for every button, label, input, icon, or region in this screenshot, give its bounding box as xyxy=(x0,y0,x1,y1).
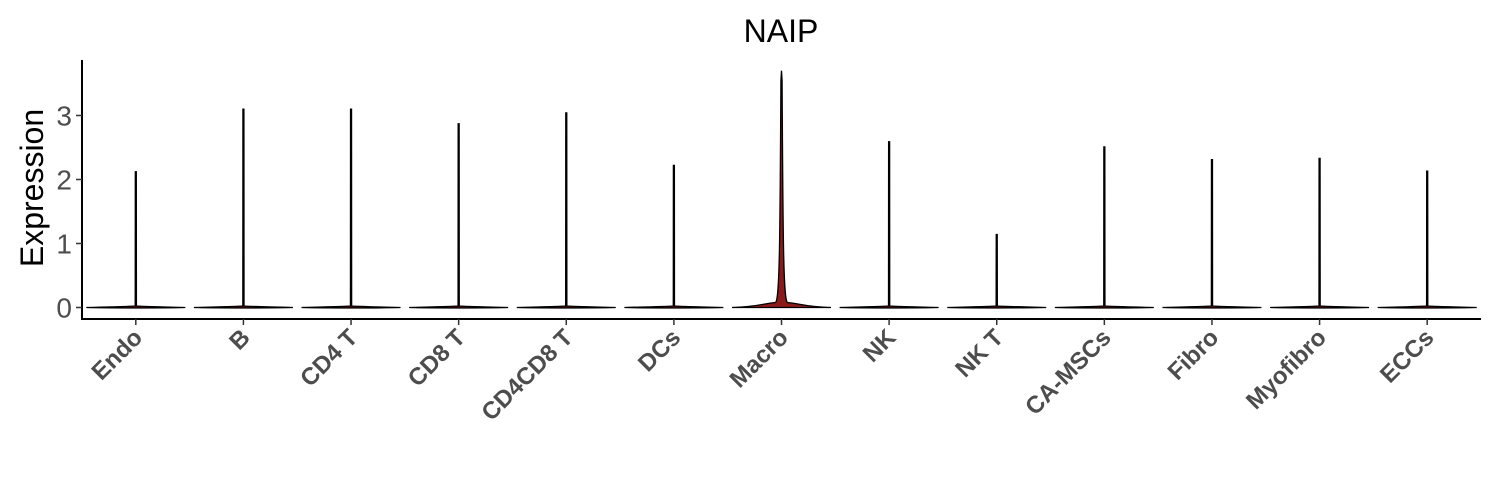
violin-layer xyxy=(86,70,1477,309)
y-ticks: 0 1 2 3 xyxy=(56,101,82,324)
x-tick-label: Fibro xyxy=(1163,324,1225,386)
y-tick-label: 0 xyxy=(56,293,72,324)
violin-fibro xyxy=(1162,159,1262,309)
violin-endo xyxy=(86,171,186,309)
x-tick-label: B xyxy=(224,324,255,355)
x-tick-label: CD4CD8 T xyxy=(476,324,578,426)
x-tick-label: Myofibro xyxy=(1241,324,1332,415)
x-tick-label: DCs xyxy=(633,324,686,377)
violin-cd4cd8-t xyxy=(516,112,616,309)
x-tick-label: NK T xyxy=(950,324,1009,383)
x-tick-label: Macro xyxy=(725,324,794,393)
x-tick-label: CA-MSCs xyxy=(1020,324,1116,420)
x-ticks: Endo B CD4 T CD8 T CD4CD8 T DCs Macro NK NK T CA-… xyxy=(87,319,1439,426)
x-tick-label: ECCs xyxy=(1375,324,1439,388)
violin-b xyxy=(193,108,293,309)
violin-macro xyxy=(731,70,832,309)
y-tick-label: 1 xyxy=(56,229,72,260)
violin-eccs xyxy=(1377,170,1477,309)
violin-ca-mscs xyxy=(1054,146,1154,309)
violin-nk xyxy=(839,141,939,309)
violin-dcs xyxy=(624,164,724,309)
y-tick-label: 3 xyxy=(56,101,72,132)
x-tick-label: CD8 T xyxy=(403,324,471,392)
y-tick-label: 2 xyxy=(56,165,72,196)
y-axis-label: Expression xyxy=(14,109,50,267)
x-tick-label: Endo xyxy=(87,324,149,386)
x-tick-label: NK xyxy=(858,324,902,368)
x-tick-label: CD4 T xyxy=(295,324,363,392)
chart-title: NAIP xyxy=(744,13,819,49)
violin-nk-t xyxy=(947,233,1047,309)
violin-cd8-t xyxy=(409,123,509,309)
violin-cd4-t xyxy=(301,108,401,309)
violin-myofibro xyxy=(1270,157,1370,309)
